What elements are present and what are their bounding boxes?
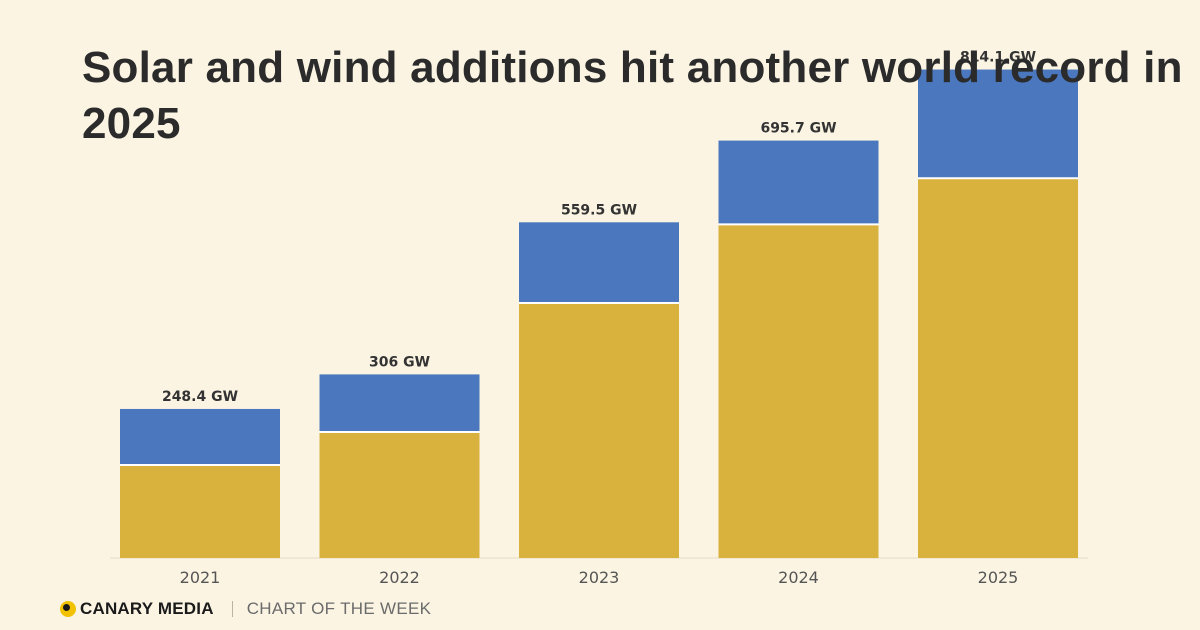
x-tick-label-2023: 2023 [579, 568, 620, 587]
x-tick-label-2021: 2021 [180, 568, 221, 587]
footer-divider [231, 601, 233, 617]
bar-segment-2021-1 [120, 408, 280, 465]
bar-segment-2024-0 [718, 224, 879, 558]
total-label-2025: 814.1 GW [960, 50, 1036, 66]
bar-segment-2023-1 [519, 222, 679, 303]
bar-segment-2022-1 [319, 374, 480, 432]
total-label-2022: 306 GW [369, 354, 430, 370]
bar-segment-2024-1 [718, 140, 879, 225]
brand-name[interactable]: CANARY MEDIA [80, 599, 214, 618]
footer-tagline: CHART OF THE WEEK [246, 599, 432, 618]
bar-segment-2021-0 [120, 465, 280, 558]
footer: CANARY MEDIA CHART OF THE WEEK [60, 597, 431, 621]
bar-segment-2025-0 [918, 178, 1078, 558]
x-tick-label-2025: 2025 [978, 568, 1019, 587]
total-label-2021: 248.4 GW [162, 389, 238, 405]
total-label-2023: 559.5 GW [561, 202, 637, 218]
total-label-2024: 695.7 GW [760, 121, 836, 137]
x-tick-label-2024: 2024 [778, 568, 819, 587]
bar-segment-2025-1 [918, 69, 1078, 179]
bar-segment-2022-0 [319, 432, 480, 558]
chart-title: Solar and wind additions hit another wor… [82, 43, 1183, 148]
bar-segment-2023-0 [519, 303, 679, 558]
canary-logo-icon [60, 601, 76, 617]
x-tick-label-2022: 2022 [379, 568, 420, 587]
